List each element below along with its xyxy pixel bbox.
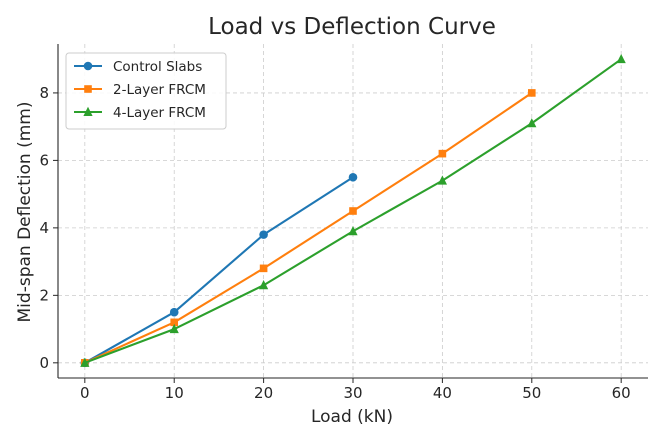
data-point: [616, 53, 626, 64]
data-point: [259, 230, 268, 239]
y-tick-label: 2: [39, 286, 49, 304]
y-tick-label: 0: [39, 354, 49, 372]
x-tick-label: 50: [522, 384, 541, 402]
data-point: [170, 318, 179, 327]
legend-entry-label: 4-Layer FRCM: [113, 105, 206, 121]
x-tick-label: 40: [433, 384, 452, 402]
legend-entry-label: 2-Layer FRCM: [113, 82, 206, 98]
data-point: [169, 307, 179, 317]
legend: Control Slabs 2-Layer FRCM 4-Layer FRCM: [65, 52, 227, 130]
series-line: [84, 92, 533, 364]
y-tick-label: 8: [39, 84, 49, 102]
legend-box: [65, 52, 227, 130]
series-line: [84, 176, 354, 364]
data-point: [348, 226, 358, 236]
chart-title: Load vs Deflection Curve: [208, 14, 496, 40]
data-point: [259, 264, 268, 273]
data-point: [348, 172, 358, 182]
y-tick-label: 6: [39, 151, 49, 169]
x-tick-label: 0: [80, 384, 90, 402]
series-4-layer-frcm: [80, 53, 626, 367]
y-axis-label: Mid-span Deflection (mm): [15, 102, 35, 323]
x-tick-label: 10: [165, 384, 184, 402]
data-point: [527, 89, 536, 97]
x-tick-label: 20: [254, 384, 273, 402]
data-point: [527, 118, 537, 128]
legend-swatch-marker: [84, 85, 92, 93]
legend-entry-label: Control Slabs: [113, 59, 202, 75]
data-point: [438, 149, 447, 158]
x-tick-label: 60: [612, 384, 631, 402]
data-point: [169, 323, 179, 334]
series-control-slabs: [80, 172, 358, 368]
y-tick-label: 4: [39, 219, 49, 237]
legend-swatch-marker: [83, 106, 93, 116]
data-point: [259, 280, 269, 290]
x-axis-label: Load (kN): [311, 407, 393, 427]
data-point: [80, 357, 90, 367]
x-tick-label: 30: [343, 384, 362, 402]
data-point: [437, 175, 447, 185]
data-point: [349, 207, 357, 215]
legend-swatch-marker: [83, 61, 93, 71]
